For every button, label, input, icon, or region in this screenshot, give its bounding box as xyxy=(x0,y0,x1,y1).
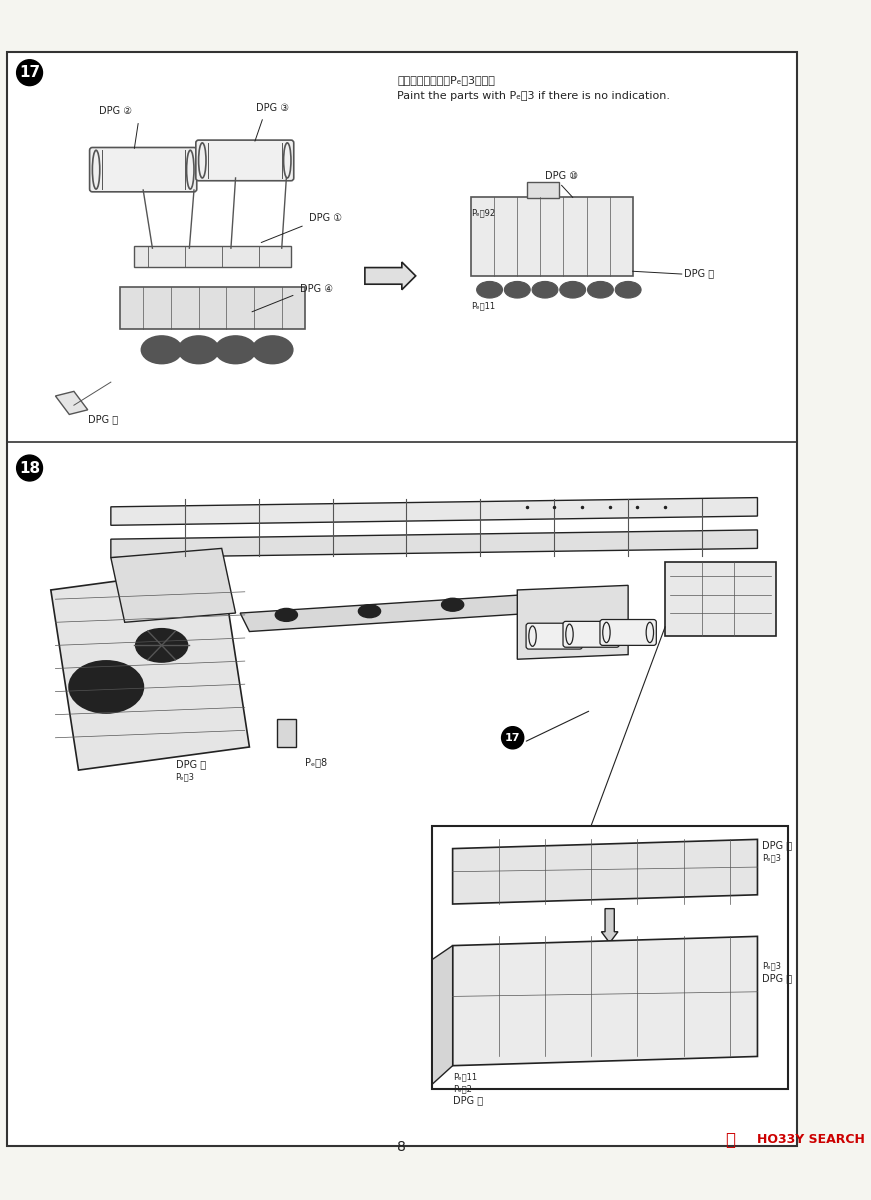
Ellipse shape xyxy=(442,599,463,611)
Ellipse shape xyxy=(615,282,641,298)
Text: DPG ⑪: DPG ⑪ xyxy=(88,414,118,424)
Text: Pₑ㌈2: Pₑ㌈2 xyxy=(453,1085,471,1093)
Text: DPG ③: DPG ③ xyxy=(256,103,289,114)
Text: Paint the parts with Pₑ㌈3 if there is no indication.: Paint the parts with Pₑ㌈3 if there is no… xyxy=(397,91,670,101)
Polygon shape xyxy=(111,530,758,558)
FancyBboxPatch shape xyxy=(120,287,305,329)
Circle shape xyxy=(502,727,523,749)
Text: DPG ⑵: DPG ⑵ xyxy=(762,841,793,851)
FancyBboxPatch shape xyxy=(134,246,291,266)
Text: Pₑ〈11: Pₑ〈11 xyxy=(471,301,496,311)
Text: Pₑ㌈8: Pₑ㌈8 xyxy=(305,757,327,768)
Ellipse shape xyxy=(141,336,182,364)
Polygon shape xyxy=(111,548,235,623)
Text: DPG ①: DPG ① xyxy=(309,214,342,223)
Ellipse shape xyxy=(215,336,256,364)
Text: DPG ⑱: DPG ⑱ xyxy=(762,973,793,983)
Text: 指示の無い部分はPₑ㌈3です。: 指示の無い部分はPₑ㌈3です。 xyxy=(397,76,495,85)
Text: Pₑ㌈3: Pₑ㌈3 xyxy=(762,853,781,863)
Text: DPG ④: DPG ④ xyxy=(300,283,334,294)
FancyBboxPatch shape xyxy=(526,623,583,649)
Text: Pₑ〈11: Pₑ〈11 xyxy=(453,1073,476,1081)
Polygon shape xyxy=(111,498,758,526)
FancyArrow shape xyxy=(365,262,415,289)
Ellipse shape xyxy=(88,674,125,700)
Text: 8: 8 xyxy=(397,1140,406,1154)
FancyBboxPatch shape xyxy=(277,719,295,746)
Ellipse shape xyxy=(476,282,503,298)
FancyArrow shape xyxy=(601,908,618,943)
Ellipse shape xyxy=(358,605,381,618)
FancyBboxPatch shape xyxy=(527,181,559,198)
Text: DPG ②: DPG ② xyxy=(99,107,132,116)
Ellipse shape xyxy=(275,608,297,622)
Text: DPG ⑷: DPG ⑷ xyxy=(176,760,206,769)
Ellipse shape xyxy=(70,661,143,713)
Circle shape xyxy=(17,60,43,85)
Text: Pₑ㌈3: Pₑ㌈3 xyxy=(762,961,781,971)
Polygon shape xyxy=(453,936,758,1066)
FancyBboxPatch shape xyxy=(563,622,619,647)
Circle shape xyxy=(17,455,43,481)
Ellipse shape xyxy=(532,282,558,298)
Text: Pₑ㌈3: Pₑ㌈3 xyxy=(176,773,194,781)
Polygon shape xyxy=(453,839,758,904)
Ellipse shape xyxy=(151,638,172,653)
Polygon shape xyxy=(51,566,249,770)
Text: 17: 17 xyxy=(505,733,520,743)
FancyBboxPatch shape xyxy=(600,619,657,646)
Text: DPG ⑩: DPG ⑩ xyxy=(545,170,578,181)
Text: ⓗ: ⓗ xyxy=(725,1130,735,1148)
Text: 18: 18 xyxy=(19,461,40,475)
Text: DPG ⑳: DPG ⑳ xyxy=(453,1096,483,1105)
Text: HO33Y SEARCH: HO33Y SEARCH xyxy=(758,1133,865,1146)
Polygon shape xyxy=(240,594,536,631)
Ellipse shape xyxy=(560,282,585,298)
FancyBboxPatch shape xyxy=(196,140,294,181)
Text: 17: 17 xyxy=(19,65,40,80)
FancyBboxPatch shape xyxy=(7,53,797,1146)
FancyBboxPatch shape xyxy=(665,563,776,636)
FancyBboxPatch shape xyxy=(90,148,197,192)
FancyBboxPatch shape xyxy=(471,197,632,276)
Polygon shape xyxy=(56,391,88,414)
Polygon shape xyxy=(517,586,628,659)
Polygon shape xyxy=(432,946,453,1084)
Text: Pₑ㌈92: Pₑ㌈92 xyxy=(471,209,496,218)
Ellipse shape xyxy=(179,336,219,364)
Ellipse shape xyxy=(136,629,187,662)
FancyBboxPatch shape xyxy=(432,826,788,1088)
Ellipse shape xyxy=(588,282,613,298)
Ellipse shape xyxy=(253,336,293,364)
Text: DPG ⑹: DPG ⑹ xyxy=(684,268,713,278)
Ellipse shape xyxy=(504,282,530,298)
